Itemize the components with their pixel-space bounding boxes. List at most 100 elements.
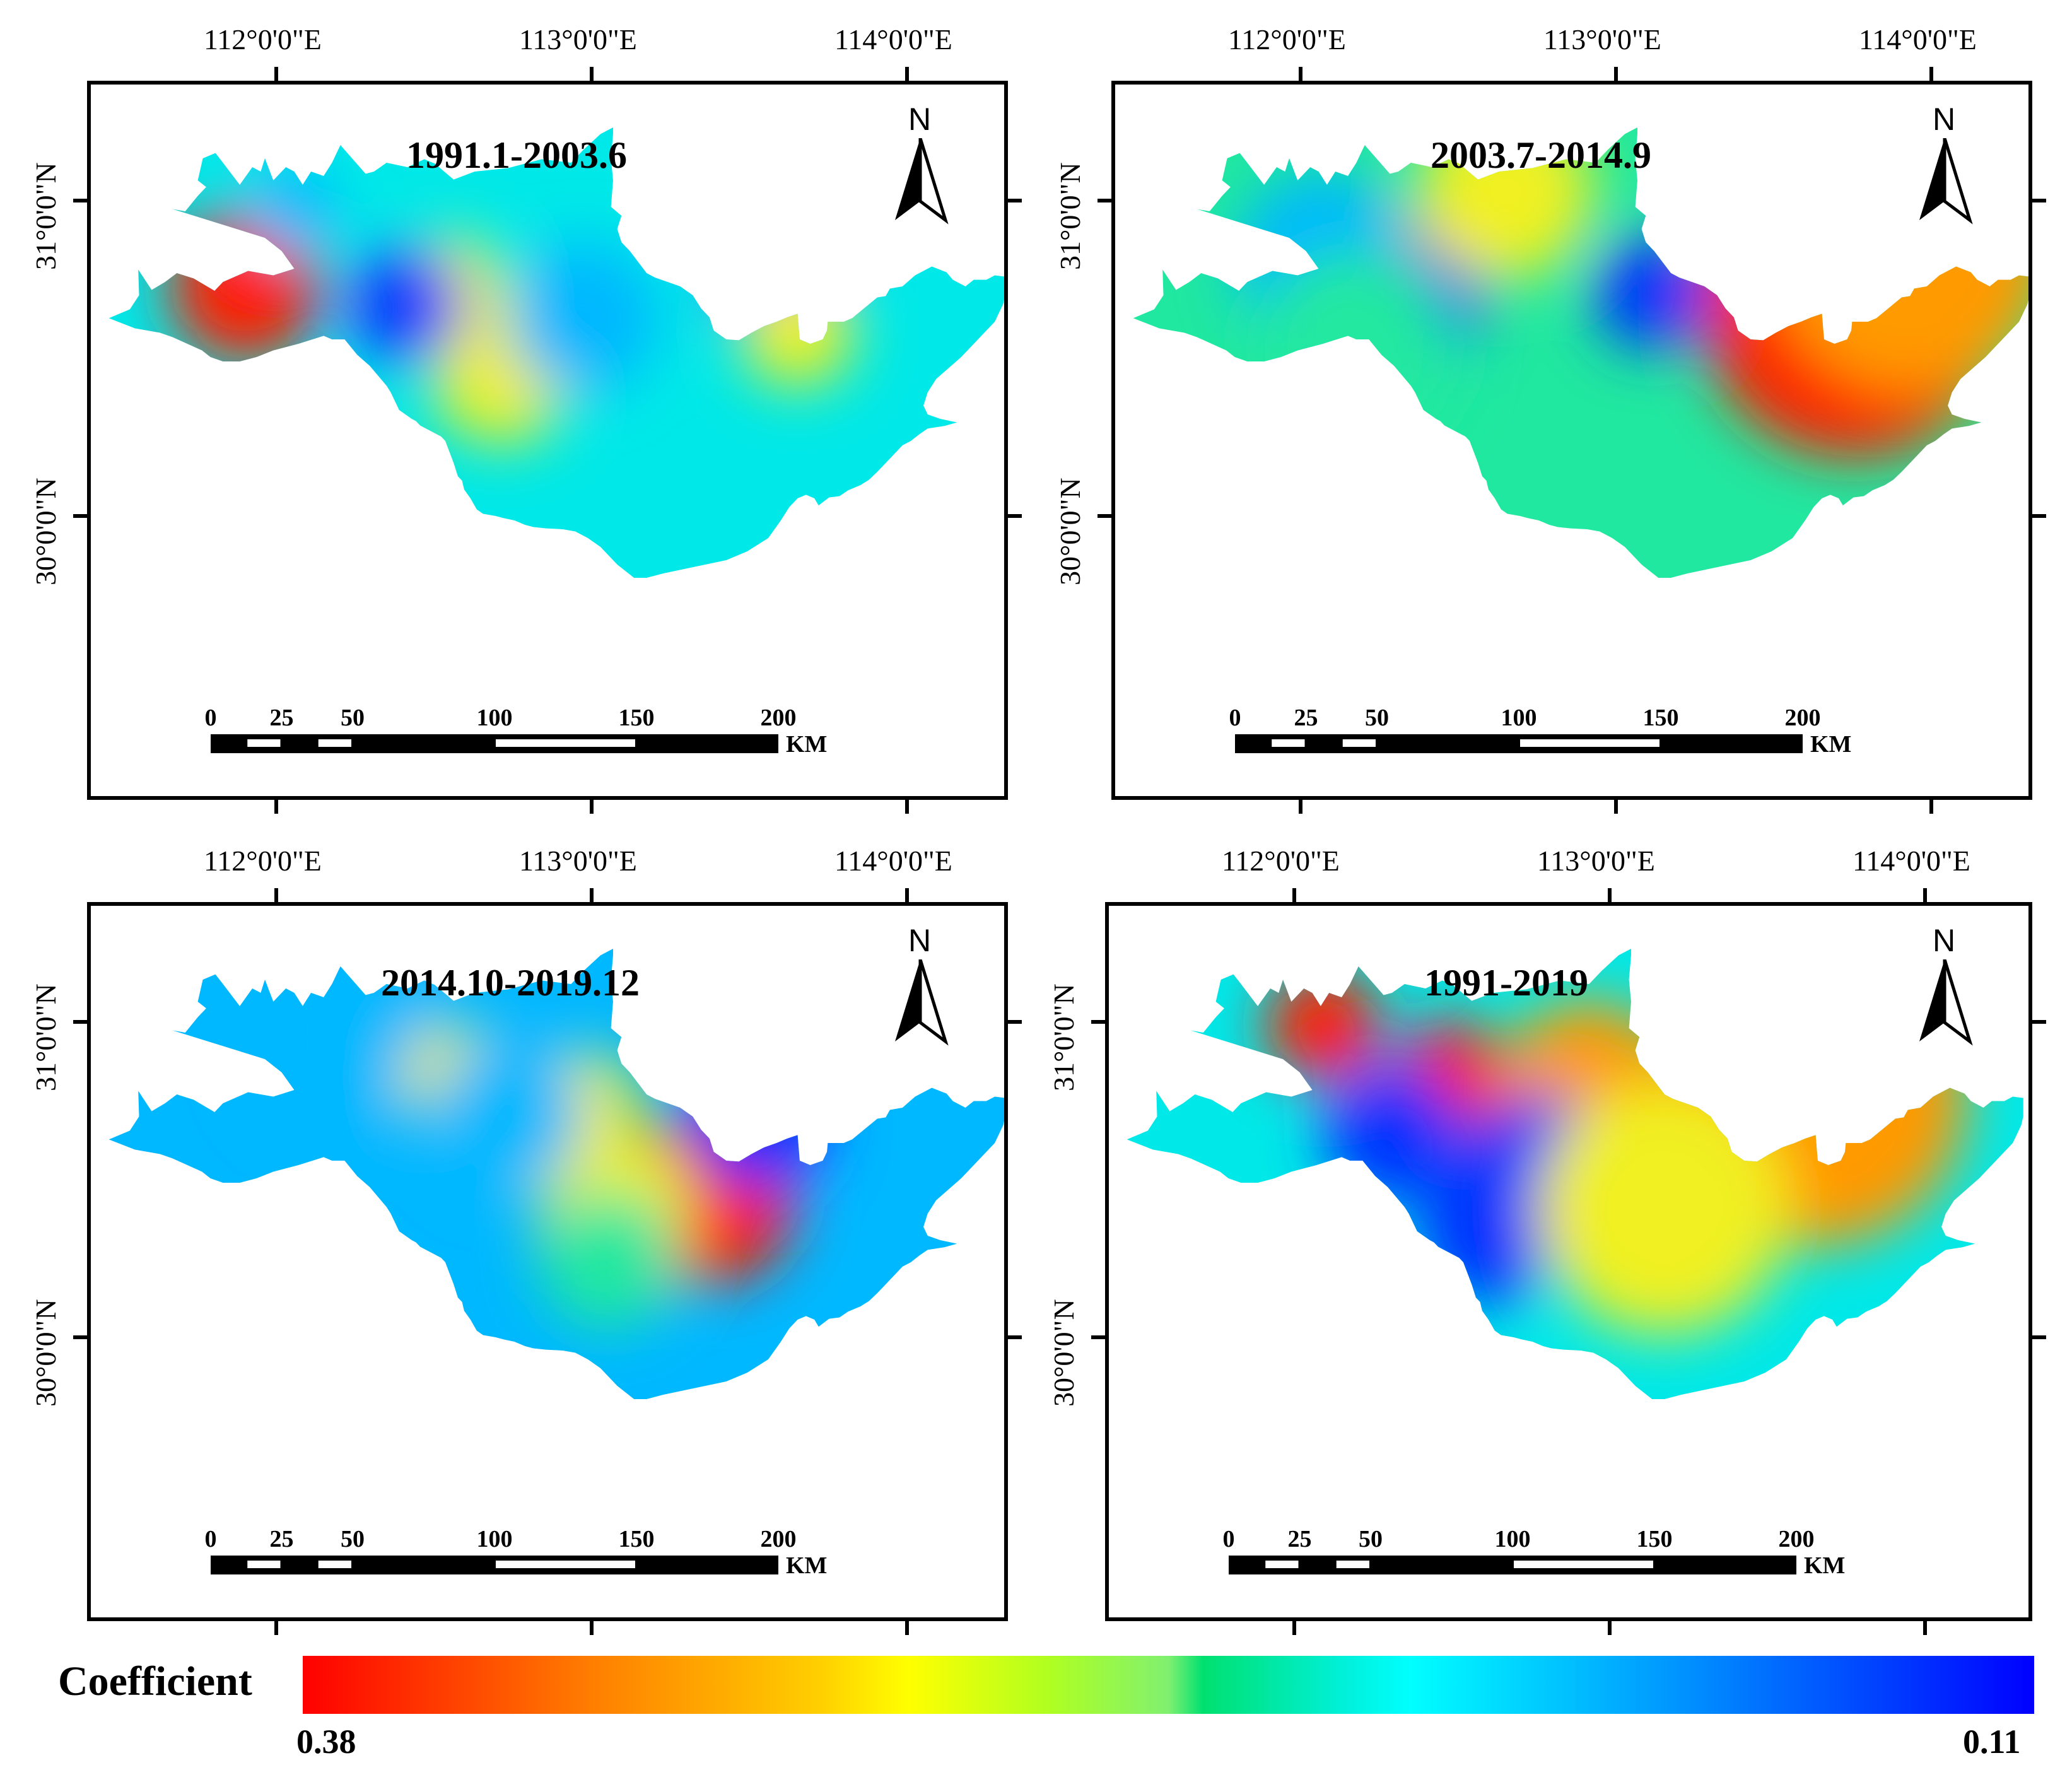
latitude-label: 31°0'0"N xyxy=(1054,162,1086,270)
map-title: 2003.7-2014.9 xyxy=(1431,134,1651,176)
blue-hotspot xyxy=(1595,236,1708,349)
scale-segment xyxy=(496,739,635,747)
longitude-tick xyxy=(905,67,909,85)
scale-tick-label: 150 xyxy=(618,1526,655,1552)
coefficient-surface xyxy=(1133,127,2028,578)
longitude-tick xyxy=(1292,1617,1296,1635)
longitude-label: 112°0'0"E xyxy=(1222,845,1340,877)
scale-tick-label: 25 xyxy=(269,1526,294,1552)
scale-segment xyxy=(318,739,351,747)
north-arrow: N xyxy=(892,102,949,230)
north-arrow-icon xyxy=(1919,138,1973,225)
longitude-label: 112°0'0"E xyxy=(204,23,322,56)
blue-hotspot xyxy=(1323,1064,1462,1202)
legend-min-label: 0.38 xyxy=(296,1723,356,1761)
scale-segment xyxy=(1272,739,1305,747)
latitude-tick xyxy=(1091,1335,1109,1339)
sky-hotspot xyxy=(249,167,337,255)
north-label: N xyxy=(908,923,932,958)
green-hotspot xyxy=(1254,249,1456,450)
longitude-tick xyxy=(590,888,594,906)
map-frame: 2014.10-2019.12 N 0 25 50 100 150 200 KM xyxy=(87,902,1008,1621)
latitude-label: 31°0'0"N xyxy=(1048,983,1080,1091)
longitude-tick xyxy=(1608,1617,1612,1635)
latitude-label: 31°0'0"N xyxy=(30,162,62,270)
latitude-tick xyxy=(1004,514,1022,518)
scale-segment xyxy=(318,1561,351,1568)
scale-tick-label: 100 xyxy=(476,1526,513,1552)
longitude-tick xyxy=(274,796,278,814)
longitude-tick xyxy=(274,888,278,906)
scale-tick-label: 100 xyxy=(1501,705,1537,731)
longitude-tick xyxy=(1608,888,1612,906)
longitude-tick xyxy=(1929,67,1933,85)
scale-unit: KM xyxy=(786,1552,828,1579)
latitude-tick xyxy=(73,199,91,202)
latitude-label: 30°0'0"N xyxy=(1054,478,1086,585)
scale-tick-label: 0 xyxy=(204,705,217,731)
longitude-label: 114°0'0"E xyxy=(834,845,952,877)
scale-segment xyxy=(1514,1561,1653,1568)
scale-tick-label: 0 xyxy=(204,1526,217,1552)
scale-segment xyxy=(1265,1561,1299,1568)
scale-unit: KM xyxy=(1804,1552,1846,1579)
scale-unit: KM xyxy=(1810,731,1852,758)
map-frame: 1991-2019 N 0 25 50 100 150 200 KM xyxy=(1105,902,2032,1621)
north-label: N xyxy=(908,102,932,137)
scale-segment xyxy=(496,1561,635,1568)
longitude-tick xyxy=(274,1617,278,1635)
north-label: N xyxy=(1933,102,1956,137)
north-arrow-icon xyxy=(895,959,949,1046)
green-hotspot xyxy=(539,1190,677,1328)
longitude-tick xyxy=(1292,888,1296,906)
coefficient-surface xyxy=(1127,949,2023,1399)
longitude-tick xyxy=(905,796,909,814)
latitude-tick xyxy=(1097,199,1115,202)
surface-base xyxy=(108,127,1004,578)
latitude-tick xyxy=(73,514,91,518)
legend-color-ramp xyxy=(303,1656,2034,1714)
scale-tick-label: 200 xyxy=(760,705,797,731)
latitude-tick xyxy=(1097,514,1115,518)
blue-hotspot xyxy=(349,249,463,362)
latitude-tick xyxy=(73,1020,91,1024)
yellow-hotspot xyxy=(740,274,854,387)
blue-hotspot xyxy=(690,1051,829,1190)
scale-bar-graphic xyxy=(1229,1556,1796,1574)
yellow-hotspot xyxy=(1418,127,1595,280)
scale-tick-label: 50 xyxy=(1365,705,1389,731)
scale-tick-label: 150 xyxy=(1642,705,1679,731)
coefficient-surface xyxy=(108,949,1004,1399)
scale-segment xyxy=(247,1561,281,1568)
scale-segment xyxy=(247,739,281,747)
longitude-tick xyxy=(274,67,278,85)
north-arrow-icon xyxy=(895,138,949,225)
scale-segment xyxy=(1520,739,1659,747)
latitude-tick xyxy=(1004,1020,1022,1024)
scale-tick-label: 50 xyxy=(341,1526,365,1552)
map-title: 1991-2019 xyxy=(1424,962,1588,1004)
longitude-label: 114°0'0"E xyxy=(1859,23,1977,56)
scale-tick-label: 150 xyxy=(1636,1526,1673,1552)
longitude-tick xyxy=(1299,67,1302,85)
latitude-tick xyxy=(2028,514,2046,518)
latitude-tick xyxy=(2028,1020,2046,1024)
latitude-label: 30°0'0"N xyxy=(30,478,62,585)
scale-tick-label: 200 xyxy=(1784,705,1821,731)
longitude-tick xyxy=(590,1617,594,1635)
scale-unit: KM xyxy=(786,731,828,758)
map-title: 2014.10-2019.12 xyxy=(381,962,640,1004)
longitude-tick xyxy=(590,67,594,85)
north-arrow: N xyxy=(1916,923,1973,1051)
longitude-tick xyxy=(1614,796,1618,814)
longitude-tick xyxy=(905,888,909,906)
red-hotspot xyxy=(1267,969,1380,1082)
legend-title: Coefficient xyxy=(58,1658,252,1704)
scale-bar-graphic xyxy=(211,734,778,753)
scale-tick-label: 200 xyxy=(1778,1526,1815,1552)
longitude-tick xyxy=(1299,796,1302,814)
longitude-tick xyxy=(1614,67,1618,85)
north-arrow: N xyxy=(892,923,949,1051)
latitude-label: 31°0'0"N xyxy=(30,983,62,1091)
longitude-label: 112°0'0"E xyxy=(1228,23,1346,56)
